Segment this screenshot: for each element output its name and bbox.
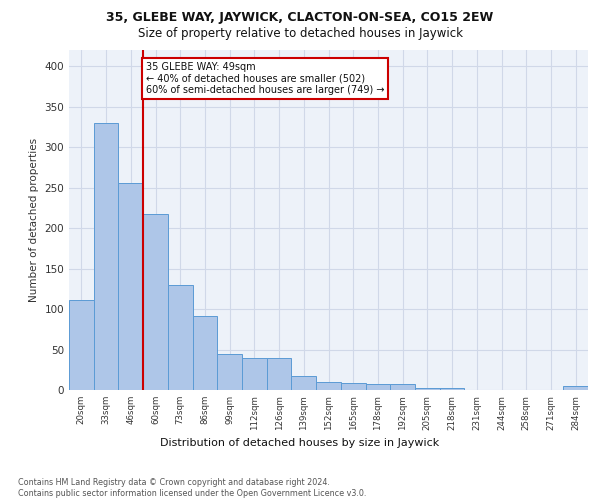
Text: 35, GLEBE WAY, JAYWICK, CLACTON-ON-SEA, CO15 2EW: 35, GLEBE WAY, JAYWICK, CLACTON-ON-SEA, … xyxy=(106,12,494,24)
Text: Contains HM Land Registry data © Crown copyright and database right 2024.
Contai: Contains HM Land Registry data © Crown c… xyxy=(18,478,367,498)
Bar xyxy=(217,354,242,390)
Bar xyxy=(365,384,390,390)
Bar xyxy=(242,358,267,390)
Bar xyxy=(193,316,217,390)
Bar xyxy=(118,183,143,390)
Bar xyxy=(415,388,440,390)
Y-axis label: Number of detached properties: Number of detached properties xyxy=(29,138,39,302)
Bar xyxy=(143,214,168,390)
Text: 35 GLEBE WAY: 49sqm
← 40% of detached houses are smaller (502)
60% of semi-detac: 35 GLEBE WAY: 49sqm ← 40% of detached ho… xyxy=(146,62,384,96)
Bar xyxy=(168,285,193,390)
Bar xyxy=(563,386,588,390)
Bar xyxy=(341,382,365,390)
Bar xyxy=(390,384,415,390)
Bar xyxy=(440,388,464,390)
Bar xyxy=(267,358,292,390)
Bar xyxy=(292,376,316,390)
Bar xyxy=(94,123,118,390)
Bar xyxy=(316,382,341,390)
Text: Distribution of detached houses by size in Jaywick: Distribution of detached houses by size … xyxy=(160,438,440,448)
Text: Size of property relative to detached houses in Jaywick: Size of property relative to detached ho… xyxy=(137,28,463,40)
Bar xyxy=(69,300,94,390)
